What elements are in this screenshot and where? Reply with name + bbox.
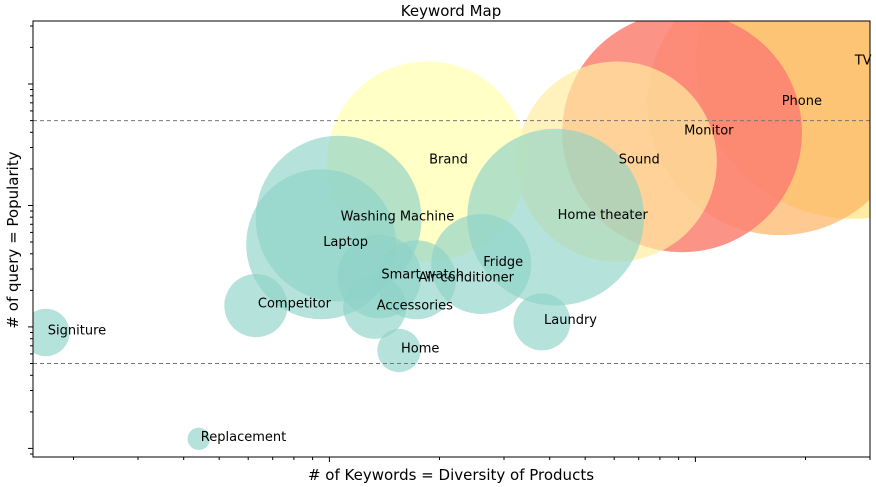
label-monitor: Monitor [684,123,734,138]
label-air-conditioner: Air conditioner [419,271,515,286]
label-signiture: Signiture [48,324,106,339]
chart-title: Keyword Map [401,2,502,20]
bubble-replacement [187,427,210,450]
bubble-competitor [224,274,288,338]
label-competitor: Competitor [258,297,332,312]
bubble-laundry [513,293,571,351]
y-axis-label: # of query = Popularity [4,151,22,328]
axis-ticks [28,25,871,462]
bubble-labels: TV Phone Monitor Sound Brand Home theater Wash… [48,54,872,445]
bubble-fridge [431,214,532,314]
label-fridge: Fridge [483,255,523,270]
label-laundry: Laundry [544,313,597,328]
bubbles-layer [33,21,870,450]
x-axis-label: # of Keywords = Diversity of Products [308,466,594,484]
label-phone: Phone [782,94,822,109]
plot-frame [32,20,871,458]
bubble-home [377,328,421,373]
label-home: Home [401,342,439,357]
label-home-theater: Home theater [558,208,649,223]
label-laptop: Laptop [323,235,368,250]
label-accessories: Accessories [377,298,453,313]
bubble-signiture [33,308,70,357]
label-washing-machine: Washing Machine [341,210,455,225]
label-smart-watch: Smart watch [381,268,464,283]
label-tv: TV [854,54,872,69]
label-sound: Sound [619,153,660,168]
label-brand: Brand [429,153,468,168]
label-replacement: Replacement [201,430,286,445]
bubble-accessories [343,275,407,339]
